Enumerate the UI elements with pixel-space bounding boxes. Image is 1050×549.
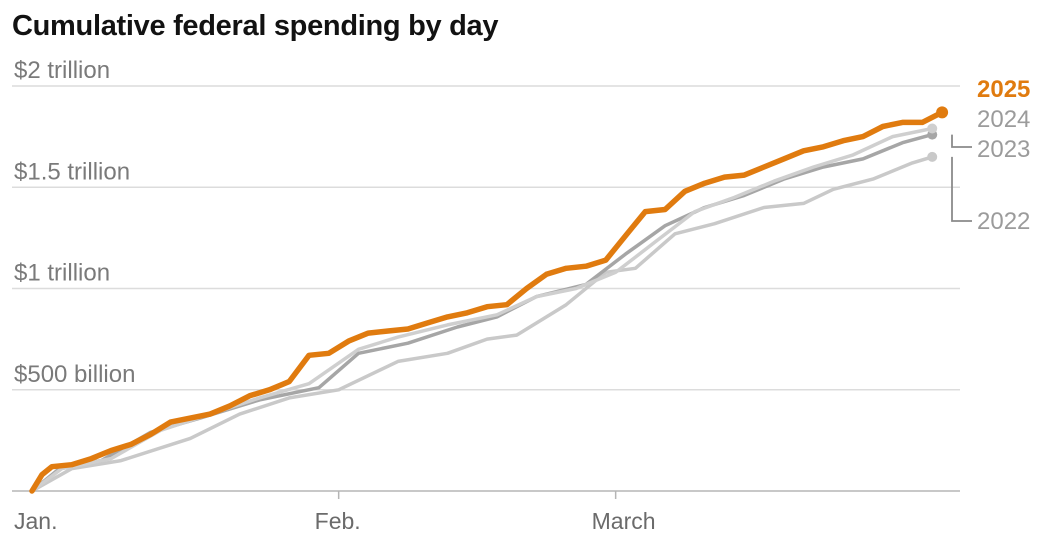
grid-lines [12, 85, 960, 391]
series-line-2022 [30, 155, 934, 493]
y-tick-label: $2 trillion [14, 57, 110, 84]
series-line-2024 [30, 126, 934, 493]
y-tick-label: $1 trillion [14, 260, 110, 287]
series-lines [29, 106, 949, 494]
series-line-2025 [29, 109, 945, 494]
series-line-2023 [30, 132, 934, 493]
series-endpoint-2025 [936, 106, 949, 119]
leader-line-2022 [951, 156, 972, 222]
y-tick-label: $1.5 trillion [14, 158, 130, 185]
legend-label-2023: 2023 [977, 136, 1030, 163]
chart-title: Cumulative federal spending by day [12, 10, 499, 42]
y-axis-labels: $500 billion $1 trillion $1.5 trillion $2 t… [14, 57, 135, 388]
legend-label-2022: 2022 [977, 208, 1030, 235]
x-axis: Jan. Feb. March [12, 490, 960, 534]
series-endpoint-2022 [927, 151, 938, 162]
leader-line-2023 [951, 134, 972, 148]
x-tick-label: March [592, 508, 656, 534]
series-endpoint-2024 [927, 123, 938, 134]
legend-label-2024: 2024 [977, 106, 1030, 133]
y-tick-label: $500 billion [14, 361, 135, 388]
x-tick-label: Feb. [315, 508, 361, 534]
legend: 2025 2024 2023 2022 [951, 76, 1030, 235]
legend-label-2025: 2025 [977, 76, 1030, 103]
x-tick-label: Jan. [14, 508, 57, 534]
